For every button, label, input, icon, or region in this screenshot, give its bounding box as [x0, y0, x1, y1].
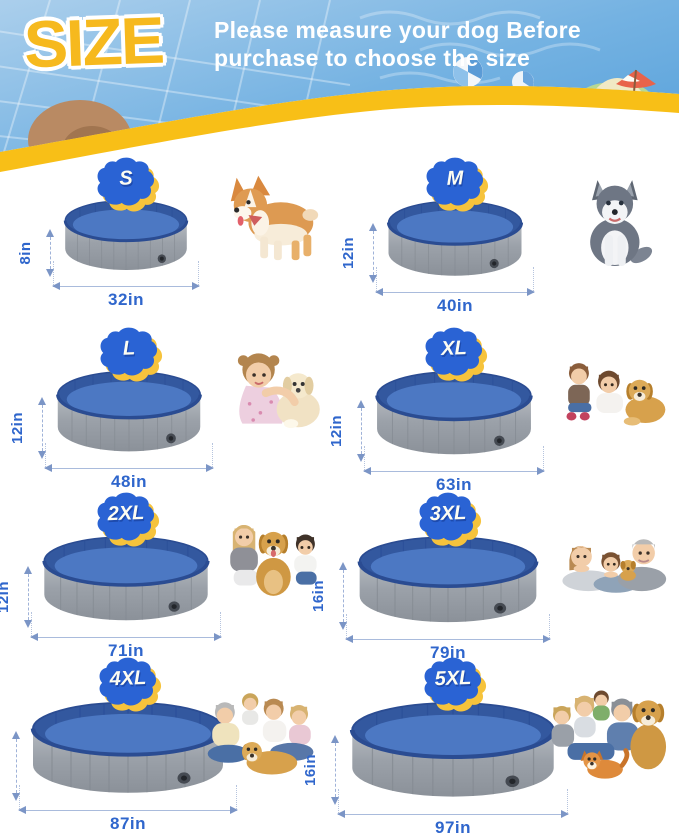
diameter-dimension: 79in — [345, 614, 551, 664]
dimension-line — [23, 566, 32, 628]
size-badge: M — [417, 157, 493, 212]
diameter-label: 97in — [434, 818, 472, 833]
dimension-line — [356, 400, 365, 462]
size-section-4xl: 4XL 16in 87in — [0, 650, 339, 833]
size-wordmark: SIZE — [22, 2, 164, 82]
size-badge: 4XL — [90, 657, 166, 712]
husky-photo — [590, 180, 653, 266]
diameter-dimension: 63in — [363, 446, 545, 496]
family-with-two-dogs-photo — [551, 690, 667, 779]
size-grid: S 8in 32in — [0, 150, 679, 833]
diameter-label: 87in — [109, 814, 147, 833]
height-dimension: 12in — [9, 397, 50, 459]
diameter-dimension: 97in — [337, 789, 569, 833]
size-badge: XL — [416, 327, 492, 382]
size-label: 4XL — [109, 666, 147, 691]
size-section-s: S 8in 32in — [0, 150, 339, 320]
diameter-dimension: 71in — [30, 612, 222, 662]
size-section-m: M 12in 40in — [339, 150, 679, 320]
height-dimension: 16in — [302, 735, 343, 805]
diameter-label: 71in — [107, 641, 145, 660]
header-pool-photo — [0, 0, 679, 172]
dimension-line — [11, 731, 20, 801]
tagline-line-2: purchase to choose the size — [214, 45, 531, 71]
size-label: S — [118, 167, 134, 190]
size-label: L — [122, 337, 136, 360]
height-dimension: 12in — [0, 566, 36, 628]
dimension-line — [338, 562, 347, 630]
height-dimension: 12in — [340, 223, 381, 283]
header-tagline: Please measure your dog Before purchase … — [214, 16, 634, 72]
height-dimension: 8in — [17, 229, 58, 277]
size-section-xl: XL 12in 63in — [328, 320, 679, 494]
diameter-dimension: 87in — [18, 785, 238, 833]
dimension-line — [363, 467, 545, 476]
size-label: 5XL — [434, 666, 472, 691]
size-label: XL — [440, 337, 468, 361]
kids-with-golden-retriever-photo — [566, 363, 666, 426]
diameter-dimension: 40in — [375, 267, 535, 317]
height-dimension: 12in — [328, 400, 369, 462]
diameter-label: 63in — [435, 475, 473, 494]
height-dimension: 16in — [0, 731, 24, 801]
size-badge: 2XL — [88, 492, 164, 547]
height-dimension: 16in — [310, 562, 351, 630]
size-section-3xl: 3XL 16in 79in — [310, 485, 679, 662]
corgi-photo — [230, 175, 319, 261]
height-label: 12in — [340, 237, 357, 270]
dimension-line — [52, 282, 200, 291]
height-label: 12in — [328, 415, 345, 448]
height-label: 16in — [0, 744, 1, 788]
height-label: 16in — [310, 580, 327, 613]
size-badge: S — [88, 157, 164, 212]
dimension-line — [30, 633, 222, 642]
size-badge: 3XL — [410, 492, 486, 547]
header: SIZE Please measure your dog Before purc… — [0, 0, 679, 200]
height-label: 12in — [0, 581, 12, 614]
diameter-dimension: 48in — [44, 443, 214, 493]
family-of-four-with-dog-photo — [207, 693, 314, 775]
height-label: 16in — [302, 754, 319, 787]
size-label: M — [446, 167, 464, 190]
diameter-label: 79in — [429, 643, 467, 662]
size-label: 2XL — [107, 501, 145, 526]
dimension-line — [337, 810, 569, 819]
dimension-line — [330, 735, 339, 805]
dimension-line — [18, 806, 238, 815]
height-label: 8in — [17, 241, 34, 265]
family-lying-with-puppy-photo — [562, 539, 667, 593]
diameter-label: 32in — [107, 290, 145, 309]
size-section-5xl: 5XL 16in 97in — [302, 650, 679, 833]
dimension-line — [44, 464, 214, 473]
diameter-label: 48in — [110, 472, 148, 491]
diameter-dimension: 32in — [52, 261, 200, 311]
size-section-2xl: 2XL 12in 71in — [0, 485, 339, 660]
dimension-line — [368, 223, 377, 283]
tagline-line-1: Please measure your dog Before — [214, 17, 581, 43]
size-badge: L — [91, 327, 167, 382]
dimension-line — [45, 229, 54, 277]
dimension-line — [375, 288, 535, 297]
dimension-line — [345, 635, 551, 644]
size-badge: 5XL — [415, 657, 491, 712]
size-label: 3XL — [429, 501, 467, 526]
diameter-label: 40in — [436, 296, 474, 315]
family-with-golden-retriever-photo — [230, 524, 317, 596]
height-label: 12in — [9, 412, 26, 445]
size-section-l: L 12in 48in — [0, 320, 339, 491]
girl-with-puppy-photo — [237, 353, 320, 429]
dimension-line — [37, 397, 46, 459]
